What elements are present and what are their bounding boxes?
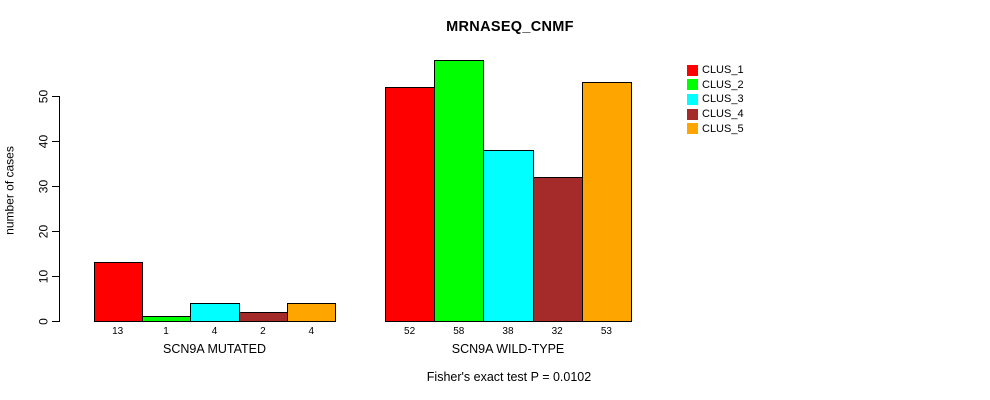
bar-value-label: 32 (551, 326, 563, 337)
y-axis-tick-label: 0 (36, 317, 51, 325)
bar-value-label: 13 (112, 326, 124, 337)
bar (238, 312, 289, 322)
plot-title: MRNASEQ_CNMF (446, 19, 574, 35)
legend-item: CLUS_4 (687, 108, 744, 120)
y-axis-tick-label: 10 (36, 269, 51, 283)
y-axis-label: number of cases (2, 146, 17, 235)
y-axis-line (59, 96, 60, 322)
y-axis-tick (52, 231, 60, 232)
bar (434, 60, 485, 322)
y-axis-tick (52, 186, 60, 187)
legend-item: CLUS_3 (687, 93, 744, 105)
bar (141, 316, 192, 322)
legend-label: CLUS_5 (702, 122, 744, 135)
legend-label: CLUS_2 (702, 78, 744, 91)
y-axis-tick (52, 96, 60, 97)
group-label: SCN9A MUTATED (162, 342, 267, 356)
group-label: SCN9A WILD-TYPE (451, 342, 565, 356)
bar-value-label: 58 (453, 326, 465, 337)
bar (93, 262, 143, 322)
bar-value-label: 2 (260, 326, 266, 337)
legend-label: CLUS_4 (702, 108, 744, 120)
y-axis-tick-label: 20 (36, 224, 51, 238)
legend-swatch (687, 123, 698, 135)
bar-value-label: 4 (211, 326, 218, 337)
y-axis-tick-label: 50 (36, 89, 51, 103)
legend: CLUS_1 CLUS_2 CLUS_3 CLUS_4 CLUS_5 (687, 64, 827, 144)
bar (483, 150, 534, 322)
legend-label: CLUS_3 (702, 93, 744, 106)
legend-swatch (687, 64, 698, 76)
bar (385, 87, 436, 322)
bar-value-label: 52 (404, 326, 416, 337)
legend-item: CLUS_2 (687, 79, 744, 91)
legend-label: CLUS_1 (702, 64, 744, 76)
bar-value-label: 4 (308, 326, 315, 337)
bar (287, 303, 337, 322)
bar-value-label: 1 (163, 326, 169, 337)
y-axis-tick (52, 276, 60, 277)
stat-annotation: Fisher's exact test P = 0.0102 (426, 370, 592, 384)
bar (532, 177, 583, 322)
y-axis-tick-label: 40 (36, 134, 51, 148)
legend-swatch (687, 108, 698, 120)
legend-item: CLUS_1 (687, 64, 744, 76)
legend-swatch (687, 93, 698, 105)
bar-value-label: 38 (502, 326, 514, 337)
legend-item: CLUS_5 (687, 123, 744, 135)
bar (190, 303, 240, 322)
bar-value-label: 53 (600, 326, 612, 337)
legend-swatch (687, 79, 698, 91)
y-axis-tick (52, 321, 60, 322)
y-axis-tick (52, 141, 60, 142)
bar (581, 82, 632, 322)
y-axis-tick-label: 30 (36, 179, 51, 193)
